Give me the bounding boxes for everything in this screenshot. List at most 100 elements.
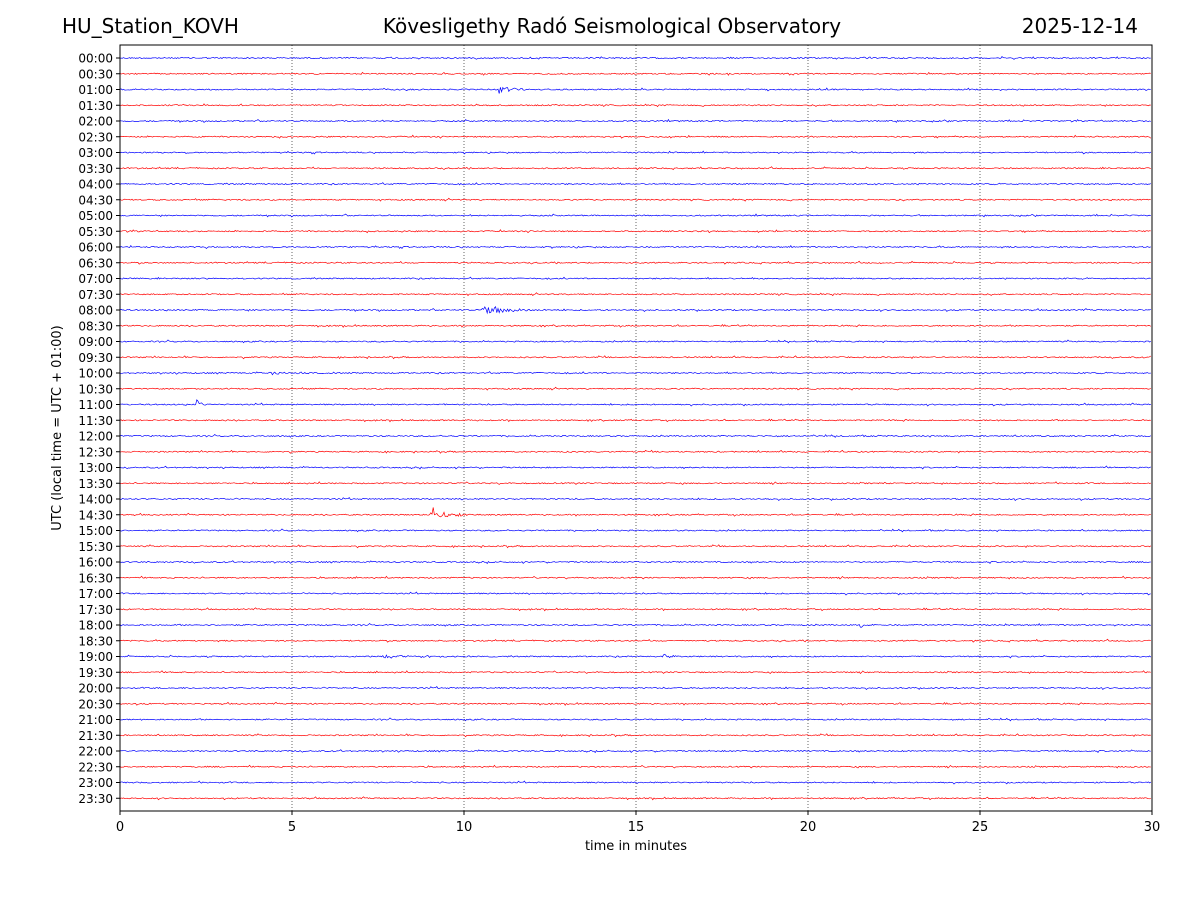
trace-10:00 [119,371,1151,376]
trace-06:00 [119,245,1151,249]
trace-11:00 [119,399,1151,407]
y-tick-label: 16:00 [78,556,113,570]
y-tick-label: 08:30 [78,319,113,333]
trace-18:00 [119,623,1151,628]
grid-lines [291,45,981,811]
trace-13:00 [119,465,1151,470]
y-tick-label: 14:30 [78,508,113,522]
y-tick-label: 23:00 [78,776,113,790]
trace-06:30 [119,260,1151,265]
y-tick-label: 11:30 [78,414,113,428]
y-tick-label: 13:30 [78,477,113,491]
trace-00:00 [119,55,1151,60]
y-tick-label: 19:00 [78,650,113,664]
y-tick-label: 18:30 [78,634,113,648]
trace-01:00 [119,86,1151,94]
trace-19:00 [119,653,1152,659]
y-tick-label: 03:00 [78,146,113,160]
y-tick-label: 23:30 [78,792,113,806]
seismic-traces [119,55,1152,801]
trace-17:00 [119,591,1151,596]
y-tick-label: 04:30 [78,193,113,207]
trace-12:00 [119,434,1151,438]
x-axis-ticks: 0 5 10 15 20 25 30 [116,811,1160,835]
x-tick-label: 20 [800,820,817,835]
trace-14:00 [119,496,1151,502]
trace-14:30 [119,507,1151,518]
trace-08:00 [119,305,1151,315]
chart-title: Kövesligethy Radó Seismological Observat… [382,14,842,38]
trace-23:00 [119,780,1152,785]
trace-22:00 [119,749,1151,754]
y-tick-label: 07:00 [78,272,113,286]
trace-10:30 [119,386,1151,391]
trace-07:30 [119,292,1151,297]
x-tick-label: 15 [628,820,645,835]
trace-19:30 [119,670,1151,675]
y-tick-label: 17:30 [78,603,113,617]
trace-01:30 [119,103,1151,108]
y-tick-label: 00:30 [78,67,113,81]
trace-15:00 [119,528,1151,533]
date-label: 2025-12-14 [1021,14,1138,38]
y-tick-label: 15:30 [78,540,113,554]
y-tick-label: 22:00 [78,745,113,759]
y-tick-label: 00:00 [78,52,113,66]
trace-05:00 [119,213,1151,218]
y-tick-label: 20:30 [78,697,113,711]
x-tick-label: 10 [456,820,473,835]
station-name: HU_Station_KOVH [62,14,239,38]
trace-03:30 [119,166,1151,171]
y-tick-label: 21:00 [78,713,113,727]
x-tick-label: 0 [116,820,124,835]
y-tick-label: 05:00 [78,209,113,223]
x-tick-label: 25 [972,820,989,835]
trace-04:00 [119,182,1151,186]
trace-04:30 [119,197,1151,202]
trace-20:00 [119,685,1151,691]
trace-00:30 [119,71,1151,76]
y-tick-label: 16:30 [78,571,113,585]
y-tick-label: 15:00 [78,524,113,538]
y-tick-label: 07:30 [78,288,113,302]
trace-17:30 [119,607,1151,612]
y-tick-label: 18:00 [78,619,113,633]
y-tick-label: 08:00 [78,304,113,318]
x-axis-label: time in minutes [585,839,687,854]
trace-12:30 [119,449,1151,454]
y-tick-label: 12:30 [78,445,113,459]
y-tick-label: 20:00 [78,682,113,696]
trace-21:00 [119,717,1151,722]
y-tick-label: 10:00 [78,367,113,381]
y-tick-label: 11:00 [78,398,113,412]
trace-23:30 [119,796,1151,801]
y-tick-label: 13:00 [78,461,113,475]
y-tick-label: 03:30 [78,162,113,176]
trace-03:00 [119,150,1152,155]
trace-18:30 [119,638,1151,643]
y-tick-label: 06:30 [78,256,113,270]
trace-13:30 [119,481,1151,486]
y-tick-label: 21:30 [78,729,113,743]
trace-08:30 [119,323,1151,328]
trace-02:00 [119,118,1151,123]
trace-16:30 [119,575,1151,580]
trace-09:30 [119,355,1151,360]
trace-07:00 [119,276,1151,280]
y-tick-label: 14:00 [78,493,113,507]
trace-16:00 [119,560,1151,565]
x-tick-label: 30 [1144,820,1161,835]
y-tick-label: 10:30 [78,382,113,396]
y-tick-label: 22:30 [78,760,113,774]
y-tick-label: 09:30 [78,351,113,365]
trace-20:30 [119,701,1151,706]
trace-09:00 [119,339,1151,344]
trace-22:30 [119,764,1151,769]
y-tick-label: 01:30 [78,99,113,113]
x-tick-label: 5 [288,820,296,835]
y-tick-label: 17:00 [78,587,113,601]
y-tick-label: 12:00 [78,430,113,444]
trace-05:30 [119,229,1151,234]
